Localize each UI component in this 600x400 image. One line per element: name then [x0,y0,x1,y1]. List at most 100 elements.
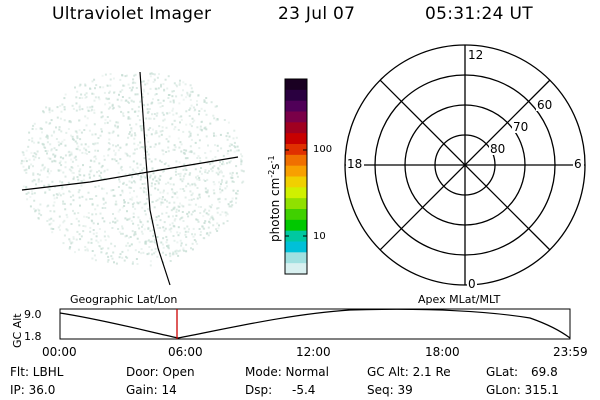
speckle-dot [37,208,39,211]
speckle-dot [175,208,178,211]
speckle-dot [200,172,203,175]
speckle-dot [167,164,170,167]
speckle-dot [149,145,152,148]
speckle-dot [134,134,137,137]
speckle-dot [221,171,223,174]
colorbar-swatch [285,198,307,210]
speckle-dot [146,108,149,111]
speckle-dot [171,188,174,191]
speckle-dot [110,242,113,245]
speckle-dot [188,135,191,138]
speckle-dot [180,242,183,245]
speckle-dot [215,105,218,108]
speckle-dot [105,97,108,100]
speckle-dot [91,92,94,95]
speckle-dot [141,225,143,228]
speckle-dot [160,203,162,206]
speckle-dot [39,137,42,140]
speckle-dot [101,207,104,209]
speckle-dot [96,204,99,207]
speckle-dot [192,198,195,200]
speckle-dot [106,116,109,118]
speckle-dot [75,217,78,220]
speckle-dot [49,157,52,160]
speckle-dot [172,235,175,237]
speckle-dot [167,215,170,218]
speckle-dot [233,145,236,147]
speckle-dot [84,93,86,96]
speckle-dot [108,148,110,150]
speckle-dot [179,121,181,124]
speckle-dot [75,130,78,133]
speckle-dot [93,156,95,159]
speckle-dot [109,119,112,122]
speckle-dot [149,260,152,263]
speckle-dot [49,122,52,125]
speckle-dot [62,171,65,174]
speckle-dot [132,78,135,81]
speckle-dot [185,185,188,188]
speckle-dot [95,239,98,242]
speckle-dot [67,151,70,154]
speckle-dot [137,174,139,176]
speckle-dot [59,228,61,231]
speckle-dot [62,157,65,160]
speckle-dot [137,224,140,227]
speckle-dot [182,81,185,84]
speckle-dot [161,212,164,215]
speckle-dot [48,108,51,111]
speckle-dot [69,190,72,193]
speckle-dot [198,193,201,196]
speckle-dot [42,167,45,170]
speckle-dot [195,240,197,243]
speckle-dot [231,174,234,177]
speckle-dot [223,119,226,121]
speckle-dot [89,166,92,169]
speckle-dot [150,72,152,75]
speckle-dot [174,250,177,253]
speckle-dot [211,170,214,173]
speckle-dot [125,244,128,247]
speckle-dot [158,197,161,200]
speckle-dot [221,189,224,192]
speckle-dot [200,121,203,123]
speckle-dot [157,87,160,90]
xtick-0000: 00:00 [42,345,77,359]
speckle-dot [225,182,228,184]
speckle-dot [152,232,155,235]
speckle-dot [81,108,84,111]
speckle-dot [122,84,125,87]
speckle-dot [60,130,63,133]
speckle-dot [189,172,192,175]
info-gc-alt: GC Alt: 2.1 Re [367,365,451,379]
speckle-dot [188,95,191,98]
speckle-dot [28,139,31,141]
speckle-dot [128,117,131,120]
speckle-dot [108,91,111,94]
speckle-dot [211,161,214,164]
speckle-dot [55,193,58,196]
speckle-dot [154,242,157,245]
speckle-dot [51,109,54,112]
speckle-dot [77,164,80,167]
speckle-dot [109,73,112,76]
speckle-dot [44,150,47,152]
speckle-dot [206,171,209,174]
speckle-dot [208,170,210,173]
speckle-dot [222,163,225,166]
speckle-dot [216,230,219,232]
speckle-dot [198,228,201,230]
speckle-dot [98,245,101,247]
speckle-dot [72,172,75,174]
speckle-dot [75,96,78,99]
speckle-dot [121,256,124,259]
speckle-dot [89,87,91,90]
speckle-dot [149,174,152,177]
speckle-dot [76,148,79,151]
speckle-dot [131,86,134,89]
speckle-dot [174,119,177,122]
speckle-dot [131,230,134,233]
